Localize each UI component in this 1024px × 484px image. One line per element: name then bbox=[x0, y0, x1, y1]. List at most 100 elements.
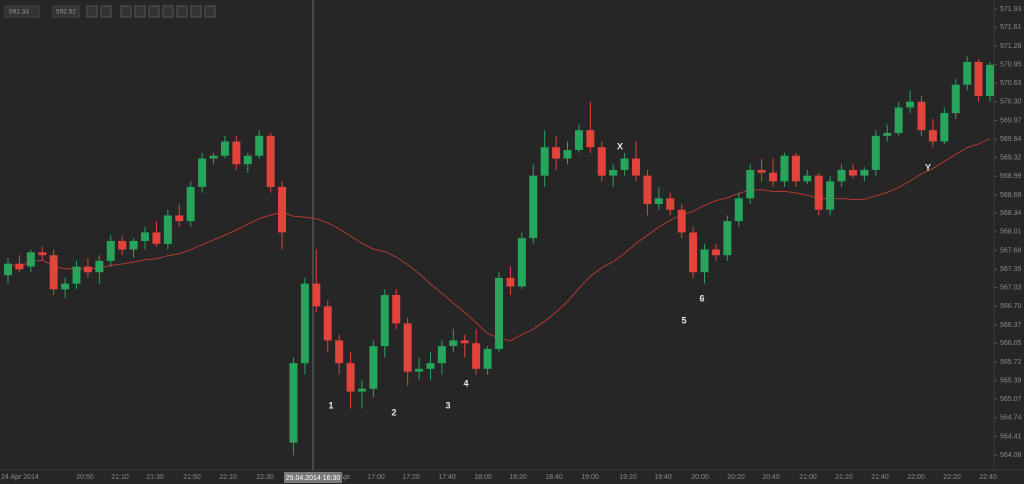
y-tick-label: 568.99 bbox=[1000, 173, 1022, 180]
x-tick-label: 22:20 bbox=[943, 474, 961, 481]
crosshair-label-box bbox=[284, 472, 342, 483]
candle-body bbox=[723, 221, 732, 256]
y-tick-label: 565.07 bbox=[1000, 396, 1022, 403]
candle-body bbox=[928, 130, 937, 142]
candle-body bbox=[734, 198, 743, 222]
candle-body bbox=[986, 64, 994, 97]
candle-body bbox=[700, 249, 709, 273]
candle-body bbox=[597, 147, 606, 176]
x-tick-label: 17:20 bbox=[402, 474, 420, 481]
candle-body bbox=[552, 147, 561, 159]
candle-body bbox=[871, 135, 880, 170]
ask-box[interactable] bbox=[52, 5, 80, 18]
candle-body bbox=[848, 169, 857, 176]
candle-body bbox=[369, 346, 378, 389]
y-tick-label: 571.28 bbox=[1000, 43, 1022, 50]
candle-body bbox=[403, 323, 412, 372]
candle-body bbox=[95, 260, 104, 273]
x-tick-label: 19:40 bbox=[654, 474, 672, 481]
candle-body bbox=[220, 141, 229, 156]
x-tick-label: 21:50 bbox=[183, 474, 201, 481]
tool-button[interactable] bbox=[148, 5, 160, 18]
y-tick-label: 570.63 bbox=[1000, 80, 1022, 87]
candle-body bbox=[495, 277, 503, 349]
zoom-in[interactable] bbox=[86, 5, 98, 18]
candle-body bbox=[83, 266, 92, 273]
y-tick-label: 566.37 bbox=[1000, 322, 1022, 329]
x-tick-label: 18:40 bbox=[545, 474, 563, 481]
candle-body bbox=[460, 340, 469, 344]
candle-body bbox=[529, 175, 538, 239]
candle-body bbox=[186, 186, 195, 222]
candle-body bbox=[289, 363, 298, 443]
candle-body bbox=[15, 263, 24, 270]
x-tick-label: 21:20 bbox=[835, 474, 853, 481]
candle-body bbox=[415, 368, 424, 372]
tool-button[interactable] bbox=[120, 5, 132, 18]
tool-button[interactable] bbox=[162, 5, 174, 18]
candle-body bbox=[540, 147, 549, 176]
x-tick-label: 17:00 bbox=[367, 474, 385, 481]
candle-body bbox=[563, 150, 572, 159]
y-tick-label: 565.72 bbox=[1000, 359, 1022, 366]
x-tick-label: 24 Apr 2014 bbox=[1, 474, 39, 481]
candle-body bbox=[392, 294, 401, 324]
y-tick-label: 568.01 bbox=[1000, 229, 1022, 236]
x-tick-label: 19:00 bbox=[581, 474, 599, 481]
candle-body bbox=[426, 363, 435, 369]
x-tick-label: 22:00 bbox=[907, 474, 925, 481]
y-tick-label: 571.61 bbox=[1000, 24, 1022, 31]
candle-body bbox=[266, 135, 275, 187]
y-tick-label: 564.74 bbox=[1000, 415, 1022, 422]
x-tick-label: 18:00 bbox=[474, 474, 492, 481]
y-tick-label: 569.97 bbox=[1000, 117, 1022, 124]
ask: 592.52 bbox=[56, 9, 76, 16]
candle-body bbox=[61, 283, 70, 290]
candle-body bbox=[711, 249, 720, 256]
x-tick-label: 22:10 bbox=[219, 474, 237, 481]
y-tick-label: 567.03 bbox=[1000, 284, 1022, 291]
candle-body bbox=[483, 348, 492, 369]
candle-body bbox=[472, 343, 481, 369]
candle-body bbox=[380, 294, 389, 347]
candle-body bbox=[974, 61, 983, 97]
x-tick-label: 21:30 bbox=[146, 474, 164, 481]
candle-body bbox=[620, 158, 629, 170]
candle-body bbox=[506, 277, 515, 287]
x-tick-label: 20:50 bbox=[76, 474, 94, 481]
tool-button[interactable] bbox=[134, 5, 146, 18]
candle-body bbox=[814, 175, 823, 210]
candle-body bbox=[278, 186, 287, 233]
tool-button[interactable] bbox=[190, 5, 202, 18]
y-tick-label: 570.30 bbox=[1000, 99, 1022, 106]
candle-body bbox=[654, 198, 663, 205]
bid: 592.33 bbox=[9, 9, 29, 16]
candle-body bbox=[757, 169, 766, 173]
y-tick-label: 569.64 bbox=[1000, 136, 1022, 143]
candle-body bbox=[232, 141, 241, 165]
candle-body bbox=[163, 215, 172, 244]
candle-body bbox=[906, 101, 915, 108]
tool-button[interactable] bbox=[176, 5, 188, 18]
candle-body bbox=[860, 169, 869, 176]
x-tick-label: 21:00 bbox=[799, 474, 817, 481]
y-tick-label: 564.41 bbox=[1000, 433, 1022, 440]
y-tick-label: 566.70 bbox=[1000, 303, 1022, 310]
candle-body bbox=[49, 255, 58, 290]
toolbar: 592.33 592.52 bbox=[4, 5, 216, 18]
candle-body bbox=[574, 130, 583, 151]
x-tick-label: 22:30 bbox=[256, 474, 274, 481]
zoom-out[interactable] bbox=[100, 5, 112, 18]
candle-body bbox=[312, 283, 321, 307]
x-tick-label: 18:20 bbox=[509, 474, 527, 481]
candle-body bbox=[357, 388, 366, 392]
y-tick-label: 564.08 bbox=[1000, 452, 1022, 459]
candle-body bbox=[894, 107, 903, 133]
candle-body bbox=[300, 283, 309, 364]
tool-button[interactable] bbox=[204, 5, 216, 18]
candle-body bbox=[780, 155, 789, 182]
candle-body bbox=[129, 240, 138, 250]
x-tick-label: 21:10 bbox=[111, 474, 129, 481]
bid-box[interactable] bbox=[4, 5, 40, 18]
